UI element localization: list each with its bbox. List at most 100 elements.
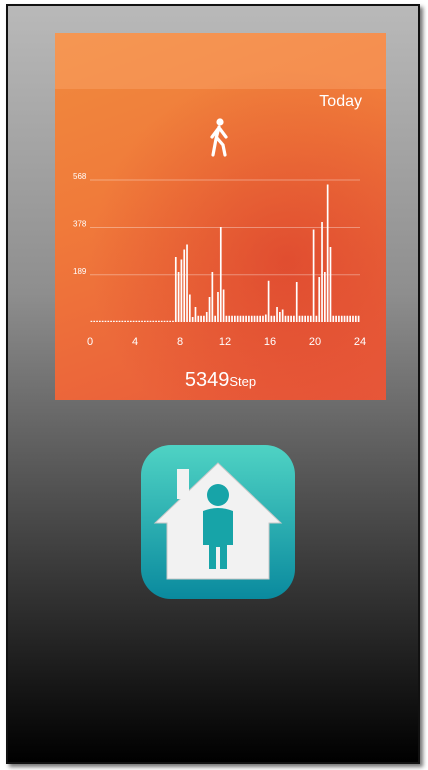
x-tick-label: 8: [177, 336, 183, 348]
step-bar: [262, 315, 264, 322]
step-bar: [301, 315, 304, 322]
step-bar: [312, 229, 315, 322]
step-bar: [315, 315, 318, 322]
step-bar: [177, 272, 180, 322]
step-bar: [138, 320, 141, 322]
step-bar: [293, 315, 295, 322]
step-bar: [158, 320, 160, 322]
step-bar: [141, 320, 143, 322]
y-tick-label: 568: [73, 172, 87, 181]
step-bar: [197, 315, 200, 322]
step-bar: [335, 315, 337, 322]
total-steps-unit: Step: [229, 374, 257, 389]
step-bar: [194, 307, 197, 322]
step-bar: [349, 315, 351, 322]
step-bar: [304, 315, 306, 322]
step-bar: [135, 320, 138, 322]
step-bar: [155, 320, 157, 322]
step-bar: [309, 315, 312, 322]
step-bar: [217, 292, 219, 322]
step-bar: [149, 320, 152, 322]
step-bar: [295, 282, 298, 322]
step-bar: [357, 315, 360, 322]
x-tick-label: 4: [132, 336, 138, 348]
step-bar: [205, 312, 208, 322]
step-bar: [101, 320, 104, 322]
step-bar: [146, 320, 149, 322]
step-bar: [127, 320, 129, 322]
period-label[interactable]: Today: [319, 93, 362, 110]
step-bar: [200, 315, 202, 322]
step-bar: [276, 307, 278, 322]
x-tick-label: 12: [219, 336, 231, 348]
step-bar: [332, 315, 335, 322]
x-tick-label: 20: [309, 336, 321, 348]
step-bar: [107, 320, 110, 322]
step-bar: [211, 272, 214, 322]
step-bar: [270, 315, 273, 322]
x-tick-label: 16: [264, 336, 276, 348]
step-bar: [172, 320, 174, 322]
step-bar: [183, 249, 186, 322]
step-bar: [239, 315, 242, 322]
step-bar: [354, 315, 357, 322]
home-person-app-icon[interactable]: [141, 445, 295, 599]
step-bar: [180, 259, 183, 322]
step-bar: [281, 309, 284, 322]
step-bar: [338, 315, 340, 322]
step-bar: [250, 315, 253, 322]
step-bar: [259, 315, 261, 322]
step-bar: [352, 315, 354, 322]
step-bar: [228, 315, 231, 322]
step-bar: [189, 294, 191, 322]
step-bar: [113, 320, 115, 322]
step-bar: [169, 320, 171, 322]
step-bar: [346, 315, 349, 322]
step-bar: [256, 315, 259, 322]
step-bar: [115, 320, 118, 322]
step-bar: [191, 317, 194, 322]
step-bar: [340, 315, 343, 322]
step-bar: [121, 320, 124, 322]
step-bar: [248, 315, 250, 322]
step-bar: [110, 320, 112, 322]
step-bar: [93, 320, 96, 322]
step-bar: [326, 184, 329, 322]
y-tick-label: 189: [73, 267, 87, 276]
step-bar: [132, 320, 135, 322]
total-steps: 5349Step: [55, 369, 386, 392]
step-bar: [290, 315, 292, 322]
step-bar: [186, 244, 188, 322]
step-bar: [307, 315, 309, 322]
step-bar: [253, 315, 256, 322]
step-bar: [208, 297, 211, 322]
step-bar: [104, 320, 107, 322]
step-bar: [163, 320, 166, 322]
total-steps-value: 5349: [184, 369, 230, 391]
step-bar: [160, 320, 163, 322]
step-bar: [174, 257, 177, 322]
step-bar: [90, 320, 93, 322]
step-bar: [99, 320, 101, 322]
y-tick-label: 378: [73, 220, 87, 229]
step-bar: [279, 312, 281, 322]
step-bar: [287, 315, 290, 322]
step-bar: [236, 315, 239, 322]
x-tick-label: 24: [354, 336, 366, 348]
step-bar: [234, 315, 236, 322]
activity-card[interactable]: Today 189 378 568 0 4 8 12 16 20 24 5349Step: [55, 33, 386, 400]
step-bar: [329, 247, 332, 322]
step-bar: [166, 320, 169, 322]
step-bar: [144, 320, 146, 322]
step-bar: [242, 315, 245, 322]
step-bar: [225, 315, 228, 322]
step-bar: [214, 315, 216, 322]
steps-chart: 189 378 568 0 4 8 12 16 20 24: [73, 172, 366, 348]
step-bar: [298, 315, 301, 322]
step-bar: [318, 277, 321, 322]
x-tick-label: 0: [87, 336, 93, 348]
step-bar: [324, 272, 326, 322]
step-bar: [284, 315, 287, 322]
card-header-band: [55, 33, 386, 89]
step-bar: [245, 315, 247, 322]
